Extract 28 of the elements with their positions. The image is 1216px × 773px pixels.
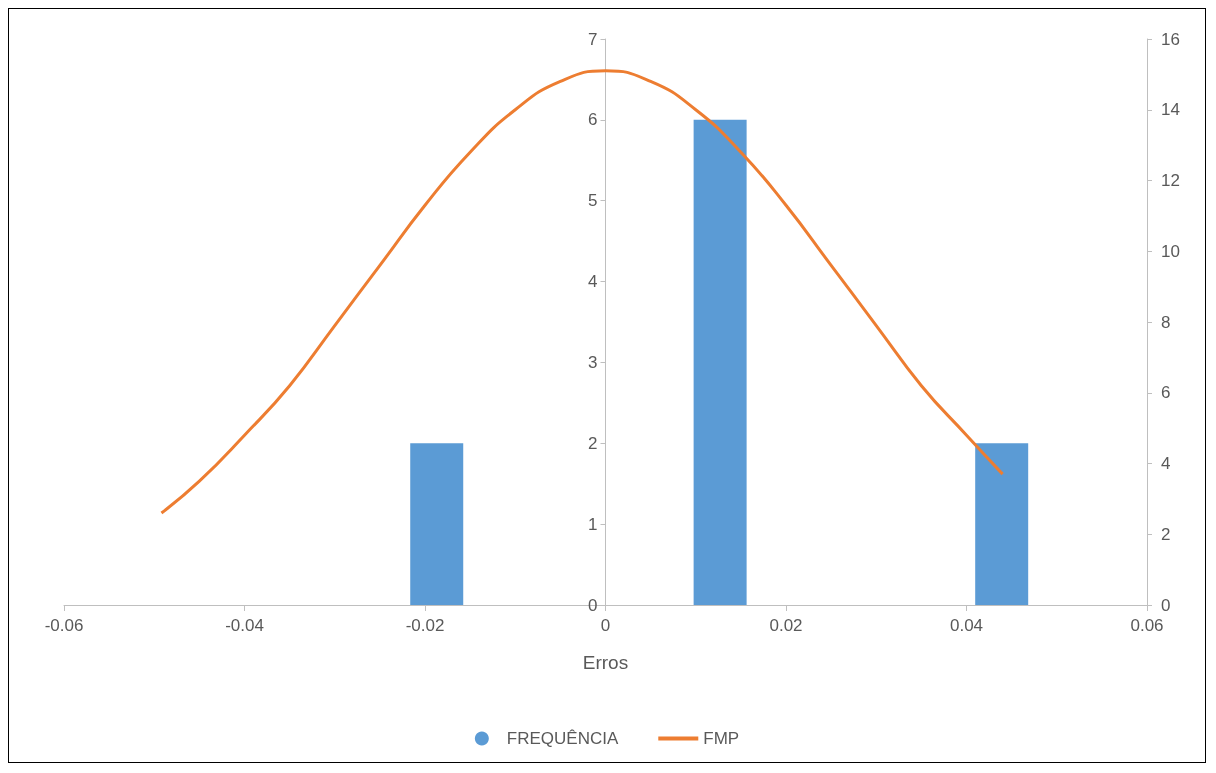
y-tick-label: 1 bbox=[588, 514, 598, 534]
x-axis-title: Erros bbox=[582, 652, 629, 673]
y-tick-label: 6 bbox=[588, 110, 598, 130]
y2-tick-label: 12 bbox=[1161, 171, 1180, 190]
y-tick-label: 0 bbox=[588, 595, 598, 615]
y2-tick-label: 4 bbox=[1161, 454, 1171, 473]
x-tick-label: 0.06 bbox=[1130, 616, 1164, 635]
y2-tick-label: 10 bbox=[1161, 241, 1180, 261]
y2-tick-label: 16 bbox=[1161, 29, 1180, 49]
line-series bbox=[159, 69, 1005, 515]
x-tick-label: 0.04 bbox=[949, 616, 984, 635]
y2-tick-label: 2 bbox=[1161, 524, 1171, 544]
y-tick-label: 2 bbox=[588, 433, 598, 453]
x-tick-label: 0.02 bbox=[769, 616, 803, 635]
y2-tick-label: 14 bbox=[1161, 100, 1180, 120]
y-tick-label: 7 bbox=[588, 29, 598, 49]
y-tick-label: 3 bbox=[588, 352, 598, 372]
legend-label: FMP bbox=[703, 729, 740, 748]
x-tick-label: -0.06 bbox=[44, 616, 84, 635]
y2-tick-label: 6 bbox=[1161, 383, 1171, 403]
x-tick-label: 0 bbox=[600, 616, 611, 635]
legend-label: FREQUÊNCIA bbox=[506, 729, 619, 748]
y2-tick-label: 8 bbox=[1161, 312, 1171, 332]
y2-tick-label: 0 bbox=[1161, 595, 1171, 615]
y-tick-label: 5 bbox=[588, 191, 598, 211]
y-tick-label: 4 bbox=[588, 272, 598, 292]
x-tick-label: -0.02 bbox=[405, 616, 445, 635]
x-tick-label: -0.04 bbox=[225, 616, 264, 635]
